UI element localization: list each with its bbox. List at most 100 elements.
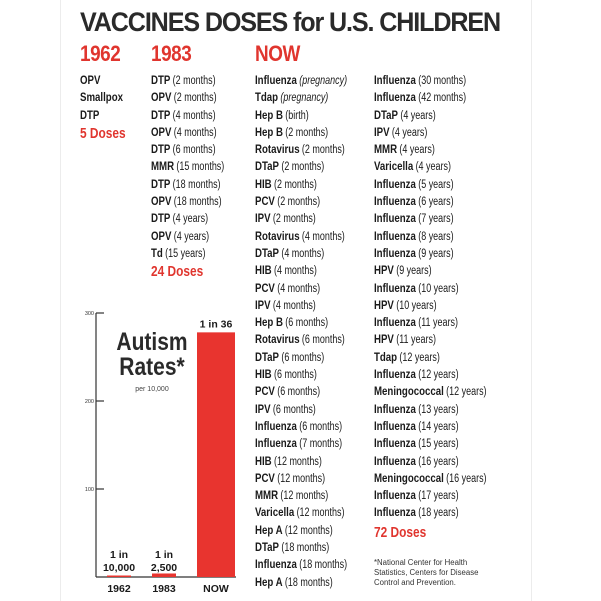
vaccine-name: OPV xyxy=(80,73,101,87)
vaccine-name: Influenza xyxy=(374,90,416,105)
vaccine-name: Influenza xyxy=(374,176,416,191)
vaccine-age: (6 months) xyxy=(301,334,345,347)
vaccine-dose-item: Rotavirus (6 months) xyxy=(255,331,347,348)
vaccine-age: (2 months) xyxy=(172,75,216,87)
vaccine-age: (6 months) xyxy=(285,317,329,330)
vaccine-name: OPV xyxy=(151,124,172,139)
vaccine-age: (4 years) xyxy=(399,144,435,157)
vaccine-age: (4 months) xyxy=(273,265,317,278)
vaccine-name: HPV xyxy=(374,263,394,278)
vaccine-dose-item: Influenza (18 months) xyxy=(255,556,347,573)
vaccine-name: DTaP xyxy=(255,349,279,364)
vaccine-dose-item: Td (15 years) xyxy=(151,245,224,262)
vaccine-age: (16 years) xyxy=(446,472,487,485)
vaccine-name: Influenza xyxy=(374,401,416,416)
bar-data-label: 2,500 xyxy=(151,562,177,574)
vaccine-dose-item: DTaP (6 months) xyxy=(255,349,347,366)
vaccine-name: Influenza xyxy=(374,488,416,503)
vaccine-dose-item: OPV xyxy=(80,72,123,89)
vaccine-age: (2 months) xyxy=(285,126,329,139)
vaccine-name: DTaP xyxy=(255,159,279,174)
vaccine-name: OPV xyxy=(151,194,172,209)
vaccine-name: Rotavirus xyxy=(255,332,300,347)
vaccine-name: MMR xyxy=(374,142,398,157)
vaccine-dose-item: HIB (2 months) xyxy=(255,176,347,193)
vaccine-age: (10 years) xyxy=(396,299,437,312)
bar-data-label: 10,000 xyxy=(103,562,135,574)
vaccine-age: (6 months) xyxy=(277,386,321,399)
vaccine-name: Influenza xyxy=(374,453,416,468)
vaccine-age: (30 months) xyxy=(418,75,467,87)
vaccine-age: (6 months) xyxy=(172,144,216,157)
vaccine-name: PCV xyxy=(255,470,275,485)
vaccine-dose-item: Influenza (13 years) xyxy=(374,401,487,418)
vaccine-dose-item: HIB (6 months) xyxy=(255,366,347,383)
vaccine-dose-item: Influenza (10 years) xyxy=(374,280,487,297)
vaccine-name: Influenza xyxy=(255,557,297,572)
vaccine-dose-item: Hep A (18 months) xyxy=(255,574,347,591)
bar-data-label: 1 in xyxy=(155,549,173,561)
vaccine-age: (7 months) xyxy=(299,438,343,451)
vaccine-name: PCV xyxy=(255,384,275,399)
vaccine-name: Influenza xyxy=(374,505,416,520)
vaccine-name: DTaP xyxy=(255,245,279,260)
vaccine-name: Smallpox xyxy=(80,90,123,105)
vaccine-dose-item: Influenza (17 years) xyxy=(374,487,487,504)
vaccine-name: PCV xyxy=(255,280,275,295)
vaccine-age: (12 years) xyxy=(418,369,459,382)
total-doses-now: 72 Doses xyxy=(374,525,427,541)
bar xyxy=(107,575,131,577)
vaccine-age: (12 months) xyxy=(284,524,333,537)
vaccine-dose-item: DTaP (2 months) xyxy=(255,158,347,175)
vaccine-name: Influenza xyxy=(374,211,416,226)
vaccine-dose-item: Influenza (15 years) xyxy=(374,435,487,452)
vaccine-dose-item: IPV (6 months) xyxy=(255,401,347,418)
vaccine-age: (2 months) xyxy=(301,144,345,157)
vaccine-dose-item: Influenza (16 years) xyxy=(374,453,487,470)
vaccine-dose-item: Meningococcal (16 years) xyxy=(374,470,487,487)
vaccine-name: Hep A xyxy=(255,522,283,537)
vaccine-dose-item: HPV (9 years) xyxy=(374,262,487,279)
vaccine-dose-item: DTaP (18 months) xyxy=(255,539,347,556)
vaccine-age: (pregnancy) xyxy=(280,92,329,105)
vaccine-age: (2 months) xyxy=(277,196,321,209)
vaccine-name: Hep B xyxy=(255,107,283,122)
vaccine-age: (18 years) xyxy=(418,507,459,520)
vaccine-dose-item: OPV (4 years) xyxy=(151,228,224,245)
vaccine-name: DTP xyxy=(151,176,171,191)
vaccine-name: Influenza xyxy=(255,436,297,451)
vaccine-name: HIB xyxy=(255,176,272,191)
vaccine-age: (5 years) xyxy=(418,178,454,191)
vaccine-name: Influenza xyxy=(374,245,416,260)
vaccine-dose-item: OPV (4 months) xyxy=(151,124,224,141)
vaccine-dose-item: HIB (4 months) xyxy=(255,262,347,279)
vaccine-age: (6 years) xyxy=(418,196,454,209)
vaccine-dose-item: DTP xyxy=(80,107,123,124)
vaccine-name: HPV xyxy=(374,297,394,312)
x-category-label: 1962 xyxy=(107,583,131,595)
x-category-label: NOW xyxy=(203,583,229,595)
vaccine-name: DTP xyxy=(80,107,100,122)
bar-data-label: 1 in 36 xyxy=(200,318,233,330)
vaccine-name: HIB xyxy=(255,367,272,382)
vaccine-dose-item: PCV (6 months) xyxy=(255,383,347,400)
y-tick-label: 200 xyxy=(85,399,94,405)
vaccine-dose-item: Rotavirus (2 months) xyxy=(255,141,347,158)
vaccine-dose-item: Varicella (4 years) xyxy=(374,158,487,175)
vaccine-dose-item: OPV (18 months) xyxy=(151,193,224,210)
vaccine-dose-item: Hep B (6 months) xyxy=(255,314,347,331)
vaccine-dose-item: DTaP (4 months) xyxy=(255,245,347,262)
vaccine-age: (4 months) xyxy=(281,247,325,260)
vaccine-age: (6 months) xyxy=(273,369,317,382)
vaccine-dose-item: Influenza (pregnancy) xyxy=(255,72,347,89)
vaccine-age: (birth) xyxy=(285,109,309,122)
vaccine-list-1962: OPV Smallpox DTP xyxy=(80,72,135,124)
vaccine-name: IPV xyxy=(374,124,390,139)
vaccine-age: (4 months) xyxy=(277,282,321,295)
vaccine-dose-item: Smallpox xyxy=(80,89,123,106)
vaccine-dose-item: Influenza (42 months) xyxy=(374,89,487,106)
vaccine-age: (15 years) xyxy=(165,247,206,260)
vaccine-name: HIB xyxy=(255,263,272,278)
vaccine-age: (2 months) xyxy=(272,213,316,226)
